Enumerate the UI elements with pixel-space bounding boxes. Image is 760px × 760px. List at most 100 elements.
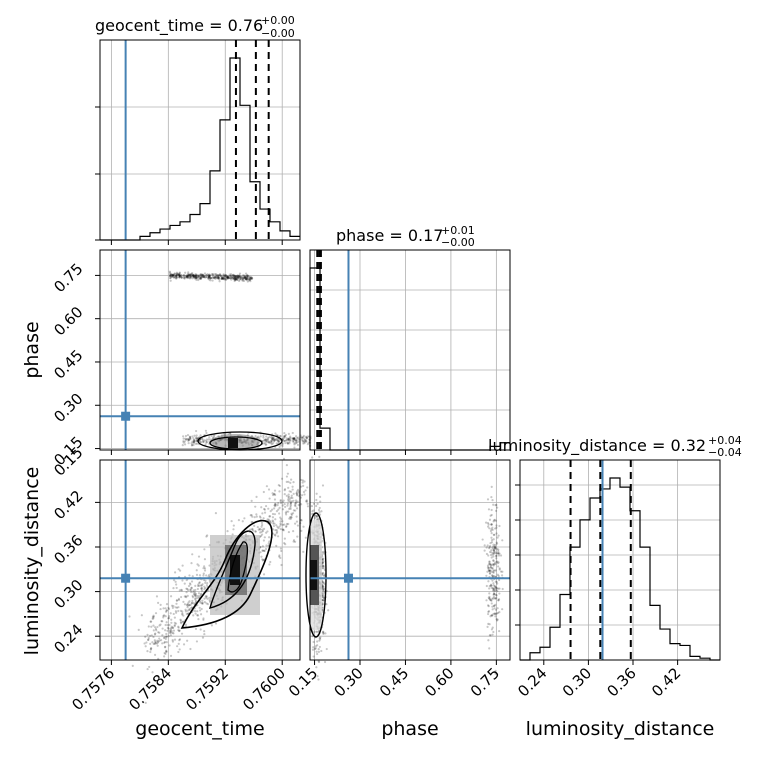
ld-geocent-sample xyxy=(294,499,298,502)
phase-geocent-sample xyxy=(234,277,237,280)
ld-geocent-sample xyxy=(178,629,181,633)
ld-geocent-sample xyxy=(159,603,162,606)
phase-geocent-sample xyxy=(193,439,196,442)
ld-geocent-sample xyxy=(253,516,256,519)
ld-geocent-sample xyxy=(164,615,167,618)
phase-geocent-sample xyxy=(208,275,211,278)
ld-geocent-sample xyxy=(199,584,202,587)
ld-geocent-sample xyxy=(266,518,269,521)
ld-geocent-sample xyxy=(184,608,187,611)
ld-phase-sample-left xyxy=(322,567,325,570)
phase-geocent-sample xyxy=(270,435,273,438)
phase-geocent-sample xyxy=(273,440,276,443)
phase-geocent-sample xyxy=(204,276,207,279)
ld-phase-sample-right xyxy=(489,566,492,569)
phase-geocent-sample xyxy=(234,277,237,281)
phase-geocent-sample xyxy=(234,275,238,278)
phase-geocent-sample xyxy=(194,429,198,433)
ld-geocent-sample xyxy=(197,564,200,567)
ld-phase-sample-left xyxy=(321,484,325,487)
phase-geocent-sample xyxy=(251,277,254,280)
phase-geocent-sample xyxy=(227,276,230,279)
ld-geocent-sample xyxy=(274,493,277,497)
ld-phase-sample-right xyxy=(489,583,493,586)
ld-geocent-sample xyxy=(263,549,266,553)
ld-geocent-sample xyxy=(172,579,176,582)
ld-geocent-sample xyxy=(275,529,278,532)
ld-geocent-sample xyxy=(165,635,168,638)
ld-phase-sample-right xyxy=(491,587,494,590)
phase-geocent-sample xyxy=(219,274,222,277)
ld-geocent-sample xyxy=(257,528,260,531)
ld-geocent-sample xyxy=(184,623,188,626)
x-axis-label-phase: phase xyxy=(381,718,438,740)
ld-geocent-sample xyxy=(172,632,175,635)
ld-geocent-sample xyxy=(303,493,306,496)
phase-geocent-sample xyxy=(209,276,213,280)
ld-geocent-sample xyxy=(144,635,147,638)
phase-geocent-sample xyxy=(188,437,192,440)
ld-phase-sample-right xyxy=(491,546,494,549)
phase-geocent-sample xyxy=(285,437,288,440)
ld-geocent-sample xyxy=(261,528,264,531)
ld-geocent-sample xyxy=(301,479,305,482)
phase-geocent-sample xyxy=(250,276,253,279)
ld-geocent-sample xyxy=(296,535,299,538)
phase-geocent-sample xyxy=(245,278,248,281)
ld-phase-sample-left xyxy=(322,581,325,585)
phase-geocent-sample xyxy=(185,274,188,277)
ld-phase-sample-right xyxy=(492,582,495,585)
ld-geocent-sample xyxy=(201,636,205,639)
ld-phase-sample-right xyxy=(490,513,493,517)
phase-geocent-sample xyxy=(208,436,211,439)
ld-geocent-sample xyxy=(281,504,284,507)
phase-geocent-sample xyxy=(287,438,290,441)
ld-geocent-sample xyxy=(282,457,286,460)
ld-phase-sample-right xyxy=(488,544,492,548)
ld-geocent-sample xyxy=(167,617,171,620)
ld-geocent-sample xyxy=(194,592,198,596)
phase-geocent-sample xyxy=(202,440,205,443)
ld-phase-sample-right xyxy=(488,571,491,575)
ld-geocent-sample xyxy=(200,584,204,587)
ld-geocent-sample xyxy=(271,508,274,511)
ld-phase-sample-left xyxy=(315,504,318,508)
ld-phase-sample-right xyxy=(489,553,493,557)
phase-geocent-sample xyxy=(216,277,219,280)
ld-geocent-sample xyxy=(181,579,184,582)
ld-geocent-sample xyxy=(301,481,304,484)
phase-geocent-sample xyxy=(258,437,261,440)
phase-geocent-sample xyxy=(267,441,270,444)
phase-geocent-sample xyxy=(272,437,276,440)
ld-phase-sample-right xyxy=(485,599,488,602)
phase-geocent-sample xyxy=(248,278,251,282)
ld-geocent-sample xyxy=(178,639,181,642)
ld-geocent-sample xyxy=(158,631,161,634)
phase-geocent-sample xyxy=(175,272,178,275)
ld-phase-sample-left xyxy=(322,560,325,563)
ld-phase-sample-right xyxy=(495,588,498,592)
ld-geocent-sample xyxy=(260,555,263,558)
phase-geocent-sample xyxy=(195,275,198,278)
phase-geocent-sample xyxy=(210,434,213,438)
phase-geocent-sample xyxy=(191,440,194,443)
phase-geocent-sample xyxy=(263,442,266,445)
ld-phase-sample-left xyxy=(316,675,319,678)
ld-geocent-sample xyxy=(285,510,288,513)
ld-geocent-sample xyxy=(279,501,283,505)
ld-geocent-sample xyxy=(169,628,173,631)
phase-geocent-sample xyxy=(293,438,296,441)
ld-phase-sample-right xyxy=(494,615,497,618)
ld-geocent-sample xyxy=(187,612,190,615)
phase-geocent-sample xyxy=(216,275,220,278)
phase-geocent-sample xyxy=(178,274,181,277)
phase-geocent-sample xyxy=(230,275,234,279)
phase-geocent-sample xyxy=(226,276,229,279)
ld-geocent-sample xyxy=(199,601,202,604)
ld-geocent-sample xyxy=(180,595,183,599)
ld-geocent-sample xyxy=(265,531,268,534)
ld-phase-sample-left xyxy=(320,649,323,653)
ld-geocent-sample xyxy=(186,594,189,597)
phase-geocent-sample xyxy=(304,438,307,442)
phase-geocent-sample xyxy=(283,435,286,438)
